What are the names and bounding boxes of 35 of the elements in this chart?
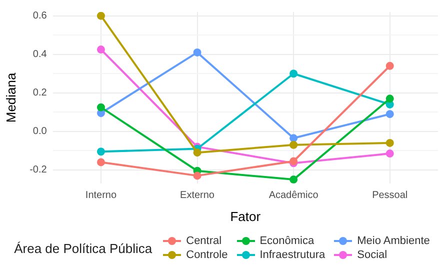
y-axis-title: Mediana bbox=[3, 72, 18, 123]
point bbox=[193, 172, 202, 180]
legend-label: Social bbox=[357, 249, 388, 261]
point bbox=[386, 62, 394, 70]
y-tick-label: 0.6 bbox=[32, 10, 48, 22]
legend-label: Infraestrutura bbox=[260, 249, 326, 261]
point bbox=[290, 70, 298, 78]
legend-label: Central bbox=[186, 235, 222, 247]
legend-label: Meio Ambiente bbox=[357, 235, 430, 247]
legend-label: Econômica bbox=[260, 235, 314, 247]
legend-title: Área de Política Pública bbox=[14, 240, 152, 256]
x-tick-label: Acadêmico bbox=[268, 190, 319, 202]
legend-label: Controle bbox=[186, 249, 228, 261]
x-tick-label: Externo bbox=[180, 190, 215, 202]
y-tick-label: 0.2 bbox=[32, 88, 48, 99]
x-axis-title: Fator bbox=[230, 208, 262, 224]
point bbox=[96, 12, 105, 20]
point bbox=[386, 138, 394, 147]
point bbox=[193, 148, 202, 157]
point bbox=[96, 148, 105, 156]
point bbox=[386, 94, 394, 103]
point bbox=[290, 176, 298, 184]
point bbox=[290, 140, 298, 149]
x-tick-label: Pessoal bbox=[372, 190, 408, 202]
y-tick-label: 0.4 bbox=[32, 49, 48, 60]
point bbox=[96, 158, 105, 166]
point bbox=[386, 110, 394, 118]
point bbox=[193, 48, 202, 56]
point bbox=[386, 150, 394, 158]
x-tick-label: Interno bbox=[85, 190, 117, 202]
y-tick-label: 0.0 bbox=[32, 126, 48, 138]
point bbox=[290, 134, 298, 142]
point bbox=[96, 103, 105, 112]
point bbox=[96, 46, 105, 54]
y-tick-label: -0.2 bbox=[30, 164, 48, 176]
